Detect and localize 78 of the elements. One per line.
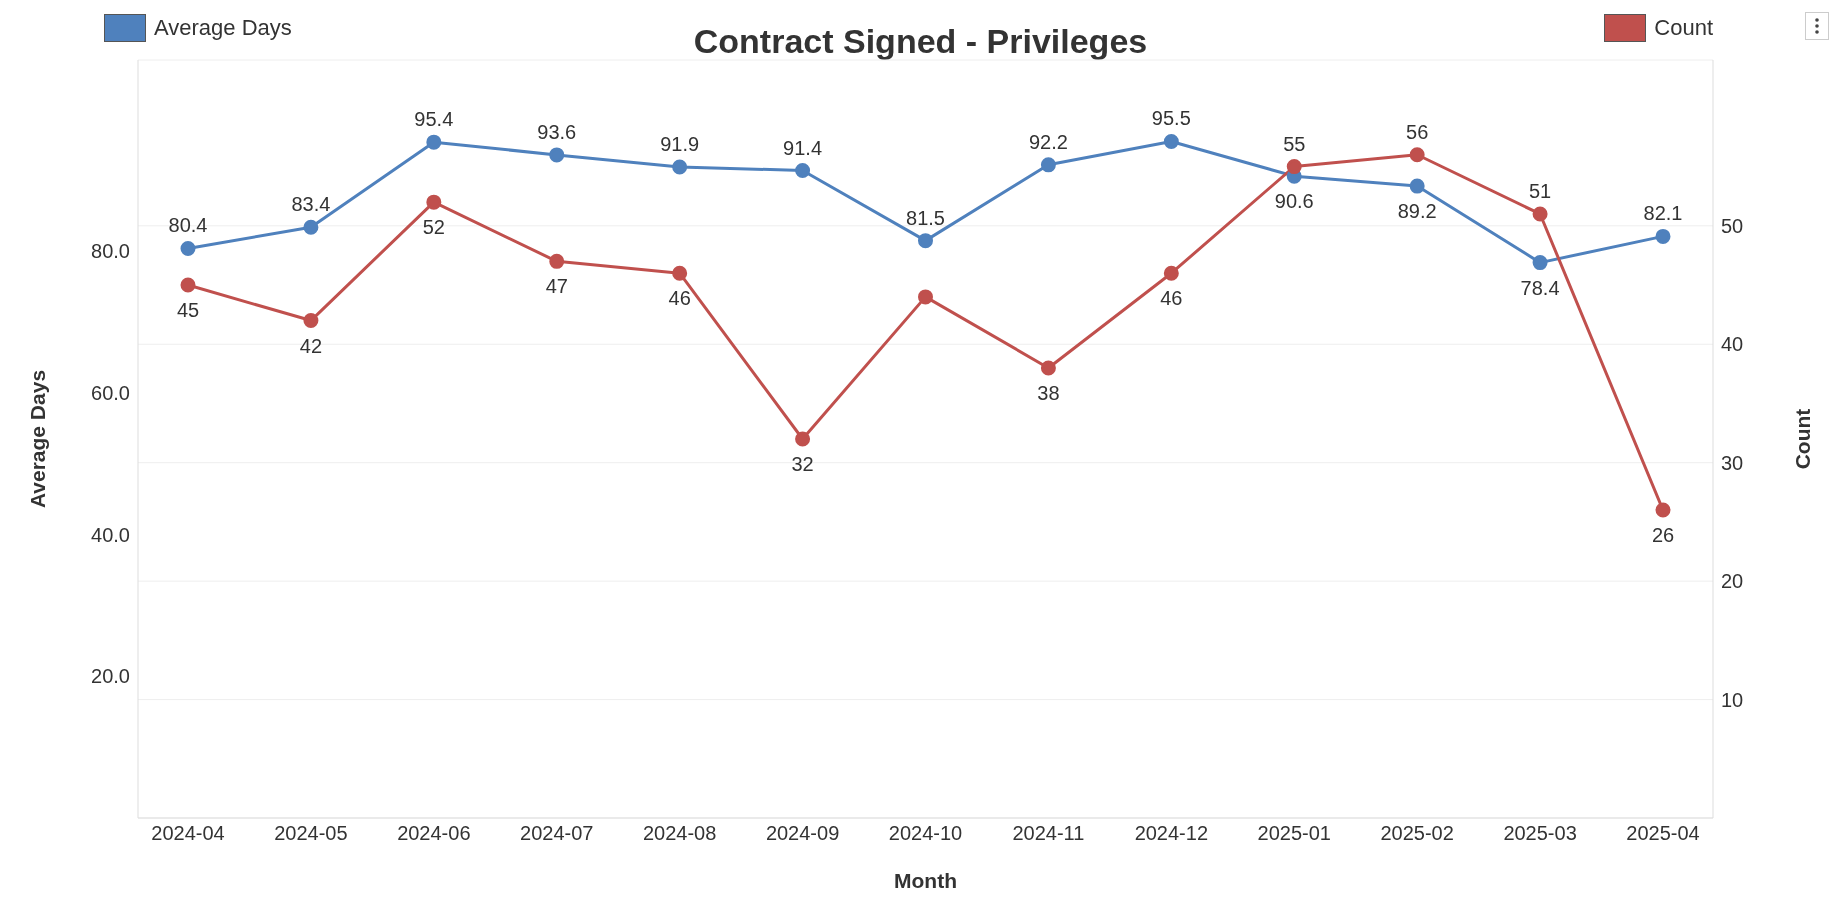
y-tick-label: 40.0 (91, 523, 130, 546)
point (1655, 228, 1671, 244)
y2-tick-label: 40 (1721, 333, 1744, 356)
data-label: 95.5 (1151, 107, 1191, 130)
point (426, 134, 442, 150)
y-tick-label: 80.0 (91, 240, 130, 263)
data-label: 91.4 (783, 136, 823, 159)
x-tick-label: 2025-01 (1257, 822, 1331, 845)
point (180, 277, 196, 293)
point (672, 265, 688, 281)
legend-label: Count (1654, 15, 1713, 41)
data-label: 81.5 (906, 206, 945, 229)
point (303, 219, 319, 235)
y-tick-label: 60.0 (91, 382, 130, 405)
data-label: 83.4 (291, 193, 331, 216)
point (1532, 206, 1548, 222)
x-tick-label: 2024-09 (765, 822, 840, 845)
data-label: 55 (1283, 132, 1306, 155)
y2-tick-label: 20 (1721, 570, 1744, 593)
point (918, 289, 933, 305)
point (795, 163, 811, 179)
point (1163, 133, 1179, 149)
data-label: 89.2 (1397, 200, 1437, 223)
data-label: 26 (1651, 524, 1675, 547)
x-tick-label: 2025-03 (1503, 822, 1577, 845)
x-tick-label: 2024-12 (1134, 822, 1209, 845)
data-label: 78.4 (1520, 276, 1560, 299)
y2-axis-title: Count (1791, 408, 1815, 470)
data-label: 80.4 (168, 214, 208, 237)
y-tick-label: 20.0 (91, 665, 130, 688)
x-axis-title: Month (894, 869, 957, 892)
data-label: 56 (1406, 120, 1429, 143)
data-label: 92.2 (1028, 130, 1068, 153)
data-label: 42 (299, 334, 323, 357)
data-label: 38 (1037, 381, 1060, 404)
point (672, 159, 688, 175)
point (426, 194, 442, 210)
data-label: 46 (668, 287, 691, 310)
chart-title: Contract Signed - Privileges (693, 22, 1148, 60)
data-label: 51 (1528, 179, 1552, 202)
legend-label: Average Days (154, 15, 292, 41)
point (1532, 255, 1548, 271)
point (918, 233, 933, 249)
point (1163, 265, 1179, 281)
data-label: 90.6 (1274, 190, 1314, 213)
x-tick-label: 2024-07 (520, 822, 594, 845)
y2-tick-label: 50 (1721, 214, 1744, 237)
point (180, 240, 196, 256)
data-label: 47 (545, 275, 568, 298)
x-tick-label: 2024-11 (1012, 822, 1085, 845)
point (1040, 157, 1056, 173)
x-tick-label: 2024-08 (642, 822, 717, 845)
point (1655, 502, 1671, 518)
x-tick-label: 2024-05 (274, 822, 348, 845)
point (1040, 360, 1056, 376)
data-label: 95.4 (414, 108, 454, 131)
data-label: 45 (176, 299, 200, 322)
data-label: 82.1 (1643, 202, 1683, 225)
point (1409, 178, 1425, 194)
data-label: 52 (422, 216, 445, 239)
point (795, 431, 811, 447)
y2-tick-label: 10 (1721, 688, 1744, 711)
x-tick-label: 2024-04 (151, 822, 225, 845)
data-label: 32 (791, 453, 814, 475)
x-tick-label: 2025-02 (1380, 822, 1454, 845)
y2-tick-label: 30 (1721, 451, 1744, 474)
y-axis-title: Average Days (26, 369, 50, 509)
x-tick-label: 2024-10 (888, 822, 963, 845)
x-tick-label: 2025-04 (1626, 822, 1700, 845)
data-label: 93.6 (537, 120, 577, 143)
point (549, 147, 565, 163)
point (303, 313, 319, 329)
data-label: 46 (1160, 287, 1183, 310)
point (549, 253, 565, 269)
data-label: 91.9 (660, 132, 700, 155)
x-tick-label: 2024-06 (397, 822, 471, 845)
point (1286, 159, 1302, 175)
point (1409, 147, 1425, 163)
